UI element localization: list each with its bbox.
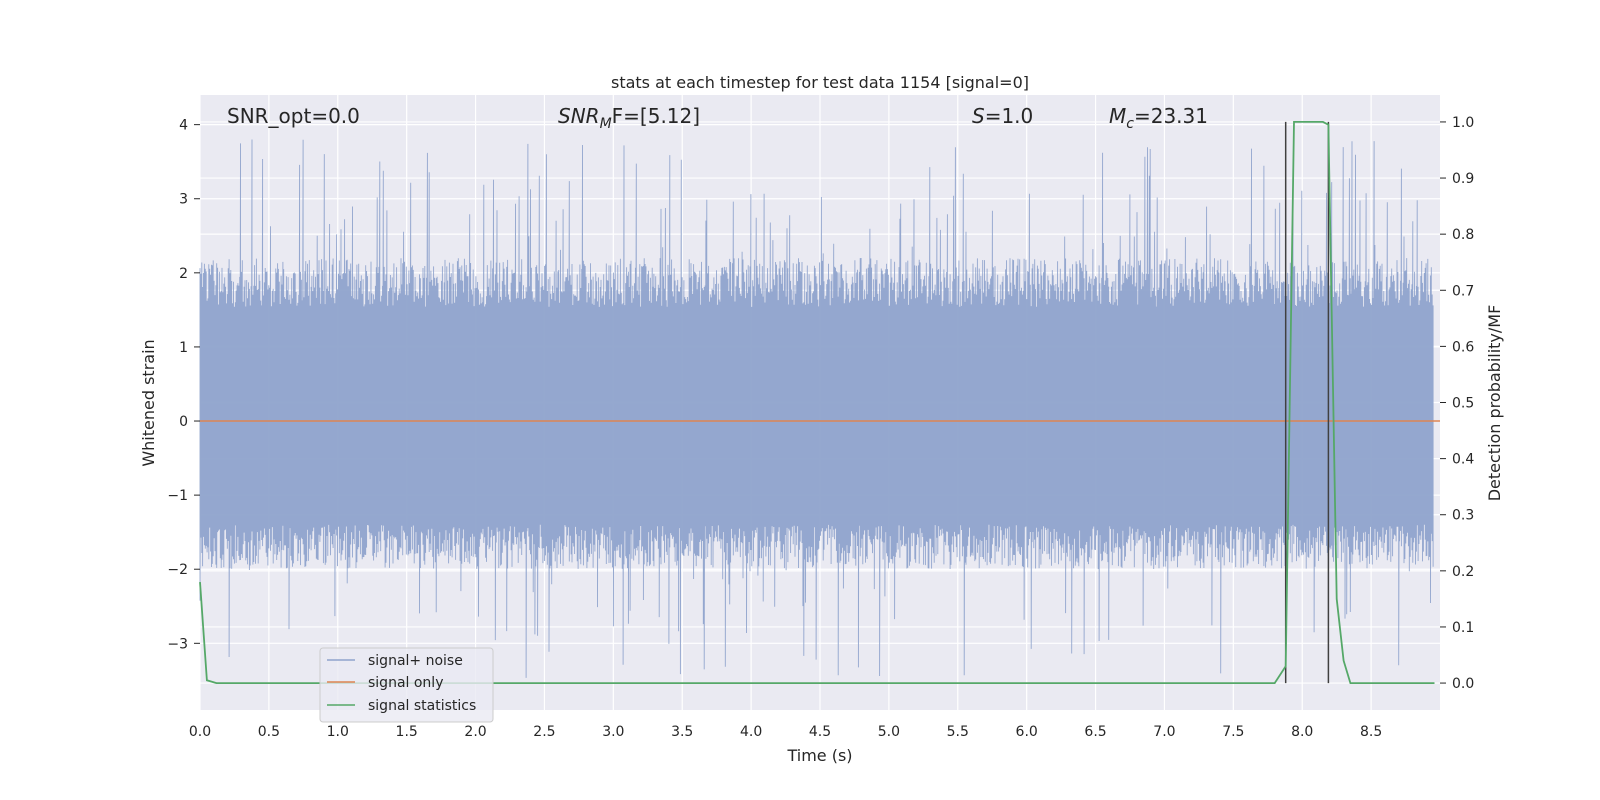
detection-vlines (1284, 121, 1330, 684)
mc-main: M (1109, 104, 1126, 128)
x-axis-label: Time (s) (786, 746, 852, 765)
y2-tick-label: 0.5 (1452, 396, 1474, 412)
legend-box (319, 647, 494, 723)
s-italic: S (972, 104, 985, 128)
x-tick-label: 2.0 (464, 724, 486, 740)
y-tick-label: 0 (179, 414, 188, 430)
legend-label-signal-noise: signal+ noise (368, 653, 463, 669)
x-tick-label: 0.5 (258, 724, 280, 740)
legend-label-signal-statistics: signal statistics (368, 698, 476, 714)
snr-mf-main: SNR (558, 104, 600, 128)
mc-sub: c (1126, 116, 1134, 132)
snr-mf-rest: F=[5.12] (612, 104, 700, 128)
legend-label-signal-only: signal only (368, 675, 443, 691)
mc-rest: =23.31 (1134, 104, 1208, 128)
y-tick-labels: 4 3 2 1 0 −1 −2 −3 (167, 118, 200, 652)
x-tick-label: 5.5 (947, 724, 969, 740)
y2-axis-label: Detection probability/MF (1485, 305, 1504, 502)
y-tick-label: 4 (179, 118, 188, 134)
y-tick-label: 2 (179, 266, 188, 282)
y2-tick-label: 1.0 (1452, 115, 1474, 131)
x-tick-label: 4.5 (809, 724, 831, 740)
x-tick-label: 7.5 (1222, 724, 1244, 740)
y-tick-label: 3 (179, 192, 188, 208)
annotation-s: S=1.0 (972, 104, 1033, 128)
y2-tick-label: 0.7 (1452, 283, 1474, 299)
s-rest: =1.0 (985, 104, 1034, 128)
x-tick-label: 2.5 (533, 724, 555, 740)
y2-tick-label: 0.0 (1452, 676, 1474, 692)
legend: signal+ noise signal only signal statist… (319, 647, 494, 723)
x-tick-label: 0.0 (189, 724, 211, 740)
y2-tick-label: 0.6 (1452, 339, 1474, 355)
y-tick-label: −3 (167, 636, 188, 652)
x-tick-label: 3.5 (671, 724, 693, 740)
x-tick-label: 3.0 (602, 724, 624, 740)
y-tick-label: 1 (179, 340, 188, 356)
x-tick-label: 8.5 (1360, 724, 1382, 740)
signal-noise-line (199, 139, 1434, 678)
annotation-snr-mf: SNRMF=[5.12] (558, 104, 700, 132)
annotation-snr-opt: SNR_opt=0.0 (227, 104, 360, 128)
y2-tick-label: 0.8 (1452, 227, 1474, 243)
y2-tick-label: 0.2 (1452, 564, 1474, 580)
y2-tick-label: 0.3 (1452, 508, 1474, 524)
y2-tick-label: 0.4 (1452, 452, 1474, 468)
x-tick-label: 1.0 (327, 724, 349, 740)
y-tick-label: −2 (167, 562, 188, 578)
y-tick-label: −1 (167, 488, 188, 504)
y-axis-label: Whitened strain (139, 339, 158, 466)
annotation-mc: Mc=23.31 (1109, 104, 1208, 132)
x-tick-label: 5.0 (878, 724, 900, 740)
chart-title: stats at each timestep for test data 115… (611, 73, 1029, 92)
y2-tick-label: 0.1 (1452, 620, 1474, 636)
x-tick-label: 6.5 (1084, 724, 1106, 740)
x-tick-label: 1.5 (396, 724, 418, 740)
x-tick-label: 4.0 (740, 724, 762, 740)
signal-noise-series (199, 139, 1434, 678)
snr-mf-sub: M (600, 116, 612, 132)
x-tick-label: 8.0 (1291, 724, 1313, 740)
x-tick-label: 6.0 (1016, 724, 1038, 740)
x-tick-label: 7.0 (1153, 724, 1175, 740)
y2-tick-labels: 1.0 0.9 0.8 0.7 0.6 0.5 0.4 0.3 0.2 0.1 0.0 (1440, 115, 1474, 692)
y2-tick-label: 0.9 (1452, 171, 1474, 187)
x-tick-labels: 0.0 0.5 1.0 1.5 2.0 2.5 3.0 3.5 4.0 4.5 5.0 5.5 6.0 6… (189, 724, 1382, 740)
